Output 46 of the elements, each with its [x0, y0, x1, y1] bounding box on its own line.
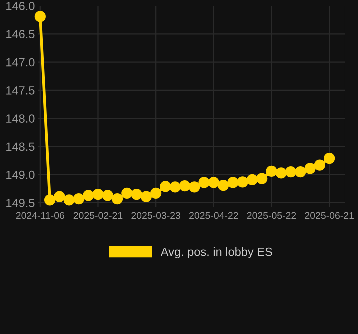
point: [198, 177, 210, 188]
x-tick-label: 2025-04-22: [190, 212, 238, 220]
point: [179, 180, 191, 192]
point: [160, 181, 172, 192]
x-tick-label: 2025-02-21: [74, 212, 123, 220]
point: [150, 188, 162, 199]
point: [34, 11, 46, 22]
y-tick-label: 146.5: [6, 30, 35, 39]
point: [189, 182, 200, 193]
y-tick-label: 148.5: [6, 142, 35, 152]
point: [112, 194, 124, 205]
point: [276, 168, 287, 179]
point: [237, 176, 248, 188]
point: [54, 191, 66, 202]
y-tick-label: 149.5: [6, 199, 35, 208]
point: [314, 160, 326, 171]
point: [140, 191, 152, 202]
point: [266, 166, 278, 178]
point: [102, 190, 114, 202]
x-tick-label: 2025-05-22: [247, 212, 296, 220]
y-tick-label: 147.5: [6, 86, 35, 95]
point: [208, 177, 220, 188]
point: [122, 188, 133, 199]
point: [131, 189, 142, 200]
point: [170, 182, 181, 193]
point: [64, 194, 75, 206]
x-tick-label: 2025-06-21: [305, 212, 354, 220]
y-tick-label: 149.0: [6, 170, 35, 180]
point: [285, 166, 297, 178]
point: [256, 173, 268, 184]
y-tick-label: 147.0: [6, 58, 35, 67]
point: [83, 190, 94, 202]
y-tick-label: 146.0: [6, 2, 35, 10]
x-tick-label: 2025-03-23: [132, 212, 181, 220]
point: [295, 166, 306, 178]
point: [304, 163, 316, 174]
x-tick-label: 2024-11-06: [16, 212, 64, 220]
point: [324, 152, 336, 164]
point: [44, 194, 56, 206]
point: [73, 194, 85, 205]
point: [92, 189, 104, 200]
y-tick-label: 148.0: [6, 114, 35, 123]
point: [246, 174, 258, 186]
legend-label: Avg. pos. in lobby ES: [160, 248, 272, 259]
point: [228, 177, 239, 188]
point: [218, 180, 230, 192]
